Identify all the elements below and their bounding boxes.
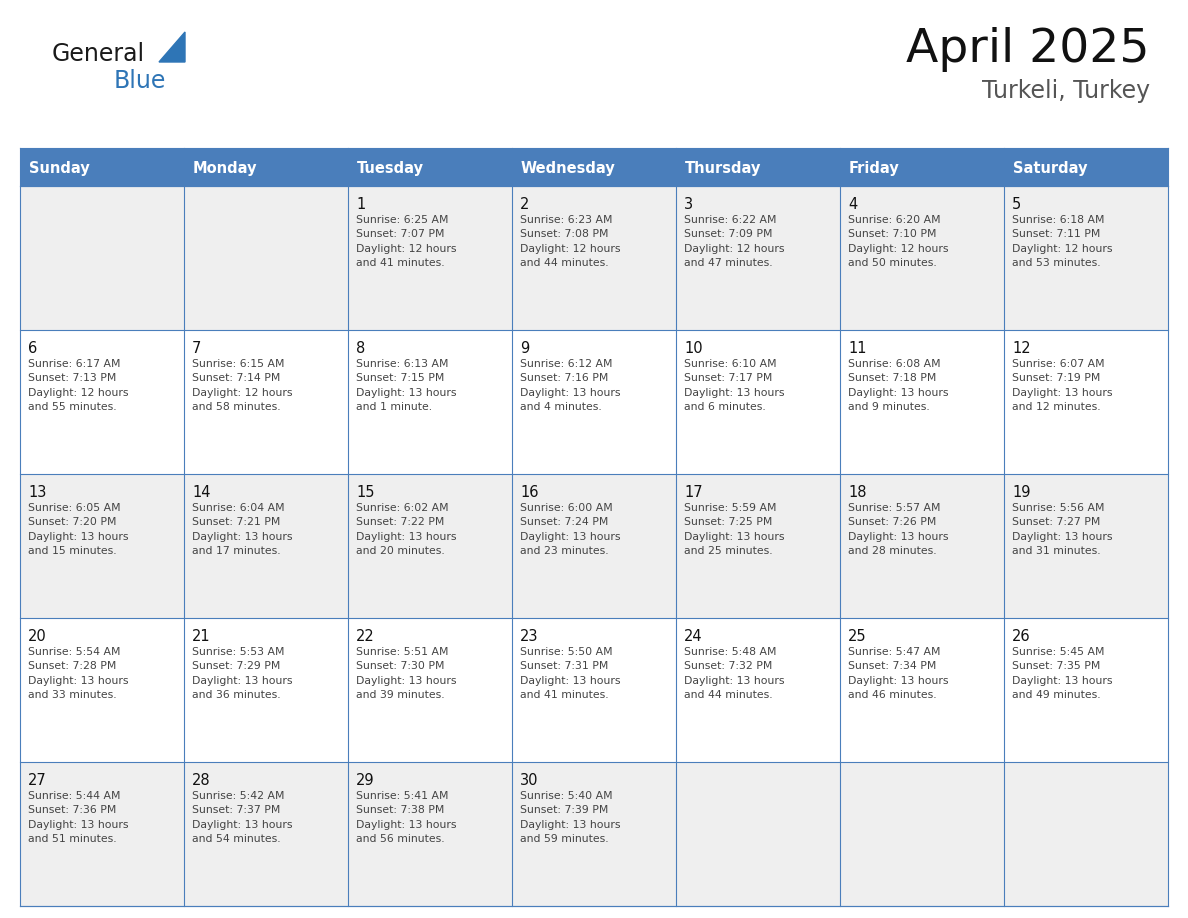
Text: April 2025: April 2025 [906, 27, 1150, 72]
Text: Sunday: Sunday [29, 161, 90, 175]
Text: Sunrise: 5:54 AM
Sunset: 7:28 PM
Daylight: 13 hours
and 33 minutes.: Sunrise: 5:54 AM Sunset: 7:28 PM Dayligh… [29, 647, 128, 700]
Text: Sunrise: 6:08 AM
Sunset: 7:18 PM
Daylight: 13 hours
and 9 minutes.: Sunrise: 6:08 AM Sunset: 7:18 PM Dayligh… [848, 359, 948, 412]
Text: Sunrise: 6:02 AM
Sunset: 7:22 PM
Daylight: 13 hours
and 20 minutes.: Sunrise: 6:02 AM Sunset: 7:22 PM Dayligh… [356, 503, 456, 556]
Text: Turkeli, Turkey: Turkeli, Turkey [981, 79, 1150, 103]
Text: Sunrise: 6:25 AM
Sunset: 7:07 PM
Daylight: 12 hours
and 41 minutes.: Sunrise: 6:25 AM Sunset: 7:07 PM Dayligh… [356, 215, 456, 268]
Bar [20, 148, 1168, 186]
Text: Friday: Friday [849, 161, 899, 175]
Text: 13: 13 [29, 485, 46, 500]
Text: Thursday: Thursday [685, 161, 762, 175]
Text: Sunrise: 5:40 AM
Sunset: 7:39 PM
Daylight: 13 hours
and 59 minutes.: Sunrise: 5:40 AM Sunset: 7:39 PM Dayligh… [520, 791, 620, 845]
Bar [20, 186, 1168, 330]
Text: 20: 20 [29, 629, 46, 644]
Text: Sunrise: 5:47 AM
Sunset: 7:34 PM
Daylight: 13 hours
and 46 minutes.: Sunrise: 5:47 AM Sunset: 7:34 PM Dayligh… [848, 647, 948, 700]
Text: Sunrise: 6:18 AM
Sunset: 7:11 PM
Daylight: 12 hours
and 53 minutes.: Sunrise: 6:18 AM Sunset: 7:11 PM Dayligh… [1012, 215, 1112, 268]
Text: 24: 24 [684, 629, 702, 644]
Text: 22: 22 [356, 629, 374, 644]
Text: Sunrise: 5:50 AM
Sunset: 7:31 PM
Daylight: 13 hours
and 41 minutes.: Sunrise: 5:50 AM Sunset: 7:31 PM Dayligh… [520, 647, 620, 700]
Text: 3: 3 [684, 197, 693, 212]
Text: Saturday: Saturday [1013, 161, 1087, 175]
Text: 7: 7 [192, 341, 202, 356]
Text: 25: 25 [848, 629, 866, 644]
Text: Sunrise: 6:10 AM
Sunset: 7:17 PM
Daylight: 13 hours
and 6 minutes.: Sunrise: 6:10 AM Sunset: 7:17 PM Dayligh… [684, 359, 784, 412]
Text: Sunrise: 6:12 AM
Sunset: 7:16 PM
Daylight: 13 hours
and 4 minutes.: Sunrise: 6:12 AM Sunset: 7:16 PM Dayligh… [520, 359, 620, 412]
Text: Monday: Monday [192, 161, 258, 175]
Text: Sunrise: 6:22 AM
Sunset: 7:09 PM
Daylight: 12 hours
and 47 minutes.: Sunrise: 6:22 AM Sunset: 7:09 PM Dayligh… [684, 215, 784, 268]
Text: Tuesday: Tuesday [358, 161, 424, 175]
Text: 1: 1 [356, 197, 365, 212]
Text: 4: 4 [848, 197, 858, 212]
Text: 17: 17 [684, 485, 702, 500]
Text: 16: 16 [520, 485, 538, 500]
Text: Sunrise: 5:44 AM
Sunset: 7:36 PM
Daylight: 13 hours
and 51 minutes.: Sunrise: 5:44 AM Sunset: 7:36 PM Dayligh… [29, 791, 128, 845]
Bar [20, 330, 1168, 474]
Text: Sunrise: 6:04 AM
Sunset: 7:21 PM
Daylight: 13 hours
and 17 minutes.: Sunrise: 6:04 AM Sunset: 7:21 PM Dayligh… [192, 503, 292, 556]
Text: Sunrise: 6:05 AM
Sunset: 7:20 PM
Daylight: 13 hours
and 15 minutes.: Sunrise: 6:05 AM Sunset: 7:20 PM Dayligh… [29, 503, 128, 556]
Text: 23: 23 [520, 629, 538, 644]
Text: 29: 29 [356, 773, 374, 788]
Text: Sunrise: 5:57 AM
Sunset: 7:26 PM
Daylight: 13 hours
and 28 minutes.: Sunrise: 5:57 AM Sunset: 7:26 PM Dayligh… [848, 503, 948, 556]
Text: General: General [52, 42, 145, 66]
Text: 11: 11 [848, 341, 866, 356]
Text: 19: 19 [1012, 485, 1030, 500]
Text: Sunrise: 6:15 AM
Sunset: 7:14 PM
Daylight: 12 hours
and 58 minutes.: Sunrise: 6:15 AM Sunset: 7:14 PM Dayligh… [192, 359, 292, 412]
Bar [20, 618, 1168, 762]
Text: Wednesday: Wednesday [522, 161, 615, 175]
Text: 6: 6 [29, 341, 37, 356]
Text: Sunrise: 5:41 AM
Sunset: 7:38 PM
Daylight: 13 hours
and 56 minutes.: Sunrise: 5:41 AM Sunset: 7:38 PM Dayligh… [356, 791, 456, 845]
Text: 10: 10 [684, 341, 702, 356]
Text: Sunrise: 5:48 AM
Sunset: 7:32 PM
Daylight: 13 hours
and 44 minutes.: Sunrise: 5:48 AM Sunset: 7:32 PM Dayligh… [684, 647, 784, 700]
Polygon shape [159, 32, 185, 62]
Text: 30: 30 [520, 773, 538, 788]
Text: Sunrise: 5:51 AM
Sunset: 7:30 PM
Daylight: 13 hours
and 39 minutes.: Sunrise: 5:51 AM Sunset: 7:30 PM Dayligh… [356, 647, 456, 700]
Text: 5: 5 [1012, 197, 1022, 212]
Text: Sunrise: 5:45 AM
Sunset: 7:35 PM
Daylight: 13 hours
and 49 minutes.: Sunrise: 5:45 AM Sunset: 7:35 PM Dayligh… [1012, 647, 1112, 700]
Text: 2: 2 [520, 197, 530, 212]
Text: Sunrise: 6:23 AM
Sunset: 7:08 PM
Daylight: 12 hours
and 44 minutes.: Sunrise: 6:23 AM Sunset: 7:08 PM Dayligh… [520, 215, 620, 268]
Text: Sunrise: 6:00 AM
Sunset: 7:24 PM
Daylight: 13 hours
and 23 minutes.: Sunrise: 6:00 AM Sunset: 7:24 PM Dayligh… [520, 503, 620, 556]
Text: Sunrise: 5:53 AM
Sunset: 7:29 PM
Daylight: 13 hours
and 36 minutes.: Sunrise: 5:53 AM Sunset: 7:29 PM Dayligh… [192, 647, 292, 700]
Bar [20, 474, 1168, 618]
Text: 15: 15 [356, 485, 374, 500]
Text: 27: 27 [29, 773, 46, 788]
Text: 26: 26 [1012, 629, 1031, 644]
Text: Sunrise: 5:59 AM
Sunset: 7:25 PM
Daylight: 13 hours
and 25 minutes.: Sunrise: 5:59 AM Sunset: 7:25 PM Dayligh… [684, 503, 784, 556]
Text: 18: 18 [848, 485, 866, 500]
Text: 21: 21 [192, 629, 210, 644]
Text: Sunrise: 6:07 AM
Sunset: 7:19 PM
Daylight: 13 hours
and 12 minutes.: Sunrise: 6:07 AM Sunset: 7:19 PM Dayligh… [1012, 359, 1112, 412]
Text: 9: 9 [520, 341, 529, 356]
Text: Sunrise: 6:20 AM
Sunset: 7:10 PM
Daylight: 12 hours
and 50 minutes.: Sunrise: 6:20 AM Sunset: 7:10 PM Dayligh… [848, 215, 948, 268]
Text: Blue: Blue [114, 69, 166, 93]
Text: 8: 8 [356, 341, 365, 356]
Text: 14: 14 [192, 485, 210, 500]
Text: Sunrise: 6:17 AM
Sunset: 7:13 PM
Daylight: 12 hours
and 55 minutes.: Sunrise: 6:17 AM Sunset: 7:13 PM Dayligh… [29, 359, 128, 412]
Text: 12: 12 [1012, 341, 1031, 356]
Text: 28: 28 [192, 773, 210, 788]
Bar [20, 762, 1168, 906]
Text: Sunrise: 5:42 AM
Sunset: 7:37 PM
Daylight: 13 hours
and 54 minutes.: Sunrise: 5:42 AM Sunset: 7:37 PM Dayligh… [192, 791, 292, 845]
Text: Sunrise: 6:13 AM
Sunset: 7:15 PM
Daylight: 13 hours
and 1 minute.: Sunrise: 6:13 AM Sunset: 7:15 PM Dayligh… [356, 359, 456, 412]
Text: Sunrise: 5:56 AM
Sunset: 7:27 PM
Daylight: 13 hours
and 31 minutes.: Sunrise: 5:56 AM Sunset: 7:27 PM Dayligh… [1012, 503, 1112, 556]
